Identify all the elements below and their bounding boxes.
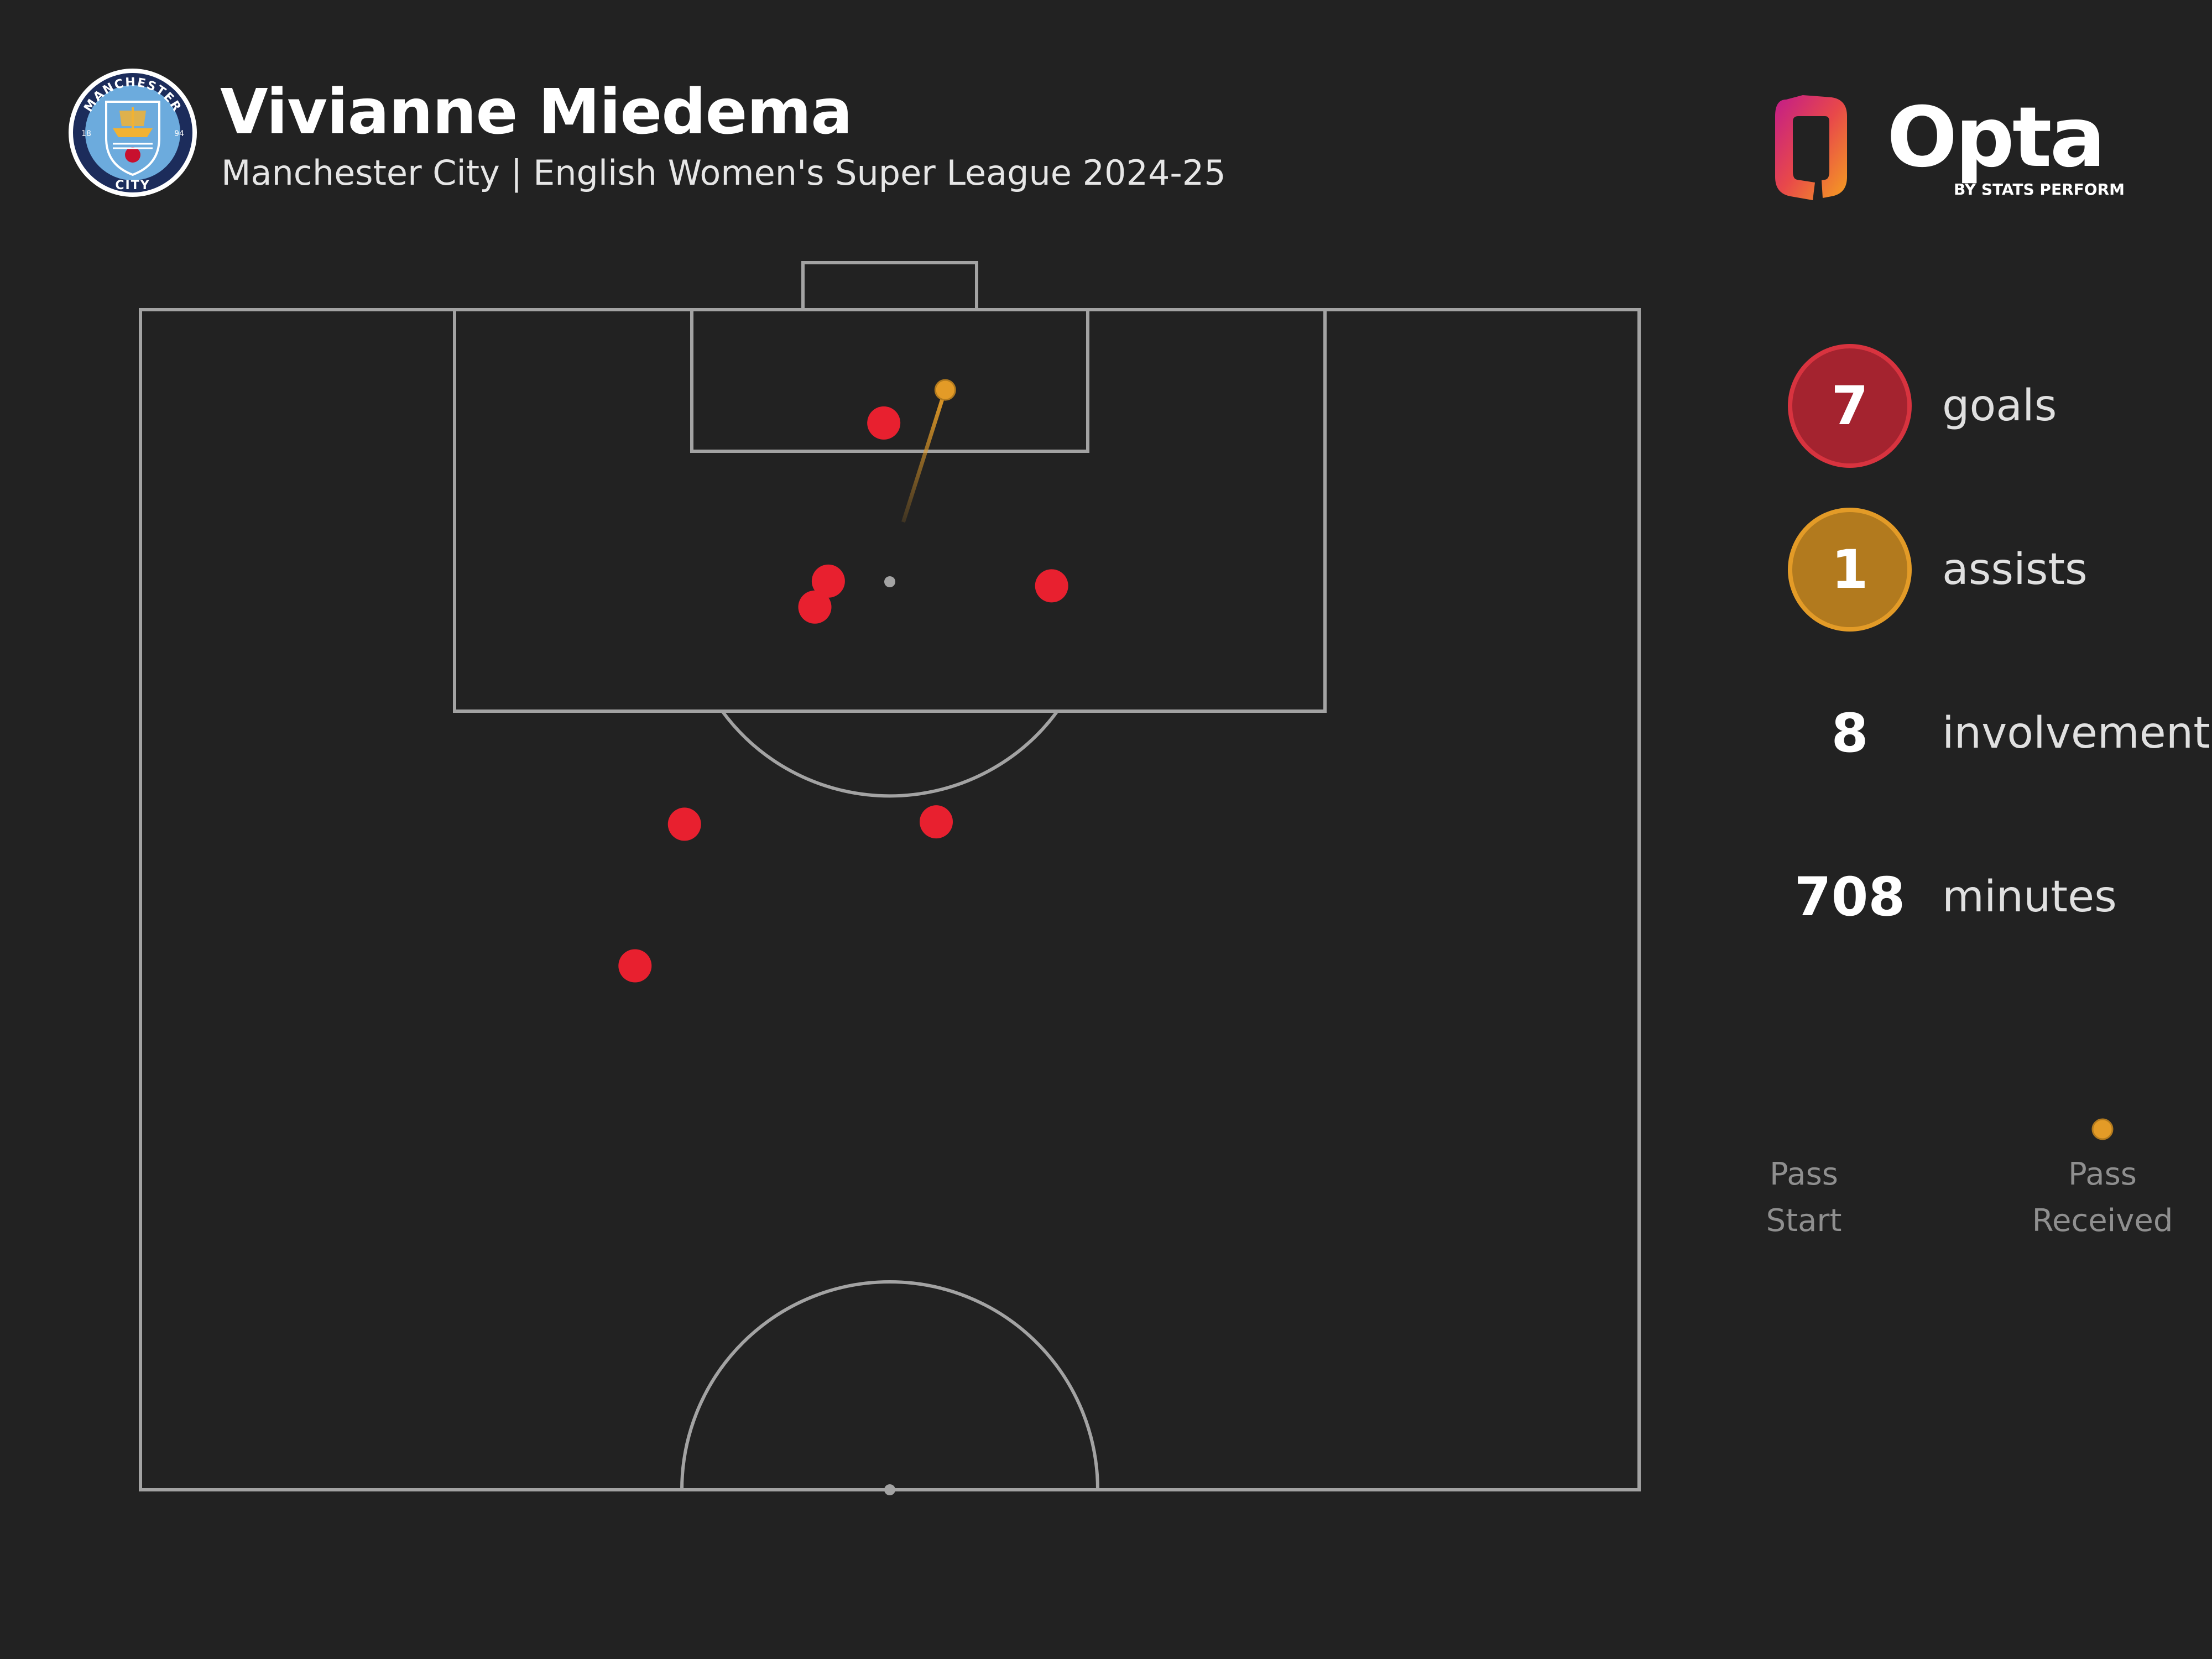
- legend-end-line1: Pass: [2068, 1156, 2137, 1192]
- stat-minutes: 708 minutes: [0, 835, 2212, 968]
- centre-spot: [884, 1484, 895, 1495]
- goal-shot-point: [867, 406, 901, 440]
- legend-start-line2: Start: [1766, 1203, 1842, 1239]
- opta-logo: Opta BY STATS PERFORM: [1775, 90, 2125, 200]
- club-crest: MANCHESTER CITY 18 94: [69, 69, 197, 197]
- minutes-value: 708: [1794, 866, 1906, 928]
- assist-pass-line: [901, 389, 947, 523]
- legend-pass-received-dot: [2091, 1118, 2114, 1140]
- legend-pass-received-label: Pass Received: [2020, 1151, 2185, 1244]
- involvements-value: 8: [1831, 702, 1869, 764]
- penalty-arc: [721, 710, 1059, 798]
- legend-pass-start-label: Pass Start: [1721, 1151, 1887, 1244]
- chart-marks: [618, 379, 1068, 983]
- goal-shot-point: [811, 564, 845, 598]
- crest-year-left: 18: [81, 129, 91, 138]
- pass-legend-line: [1804, 1118, 2114, 1140]
- opta-tagline: BY STATS PERFORM: [1954, 180, 2125, 199]
- involvements-label: involvements: [1942, 708, 2212, 758]
- team-competition-subtitle: Manchester City | English Women's Super …: [221, 153, 1226, 193]
- goal-shot-point: [798, 590, 832, 624]
- legend-end-line2: Received: [2032, 1203, 2173, 1239]
- crest-year-right: 94: [174, 129, 184, 138]
- pitch: [139, 261, 1641, 1495]
- opta-wordmark: Opta: [1887, 90, 2104, 186]
- six-yard-box: [690, 308, 1089, 453]
- goal: [801, 261, 978, 311]
- goal-shot-point: [618, 949, 652, 983]
- goal-shot-point: [1035, 569, 1068, 603]
- goal-shot-point: [920, 805, 953, 839]
- crest-bottom-text: CITY: [115, 179, 150, 192]
- minutes-label: minutes: [1942, 872, 2117, 922]
- goals-label: goals: [1942, 381, 2057, 431]
- player-name: Vivianne Miedema: [220, 76, 853, 148]
- goals-badge: 7: [1788, 344, 1912, 468]
- river-lines-icon: [113, 143, 153, 149]
- opta-mark-icon: [1775, 95, 1847, 200]
- ship-icon: [113, 128, 153, 137]
- goal-shot-point: [667, 807, 701, 841]
- stat-involvements: 8 involvements: [0, 671, 2212, 804]
- penalty-spot: [884, 576, 895, 587]
- centre-circle: [680, 1280, 1099, 1490]
- stat-goals: 7 goals: [0, 344, 2212, 477]
- assists-badge: 1: [1788, 508, 1912, 632]
- crest-shield: [105, 101, 160, 176]
- rose-icon: [125, 147, 140, 163]
- assist-pass-received-point: [934, 379, 956, 401]
- ship-sail-icon: [119, 111, 146, 126]
- legend-start-line1: Pass: [1770, 1156, 1838, 1192]
- assists-label: assists: [1942, 545, 2088, 594]
- stat-assists: 1 assists: [0, 508, 2212, 640]
